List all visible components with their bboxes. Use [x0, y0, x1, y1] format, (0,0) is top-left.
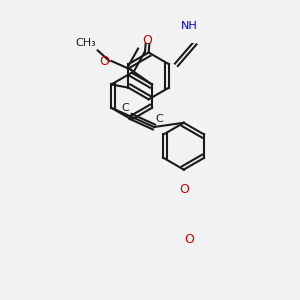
- Text: O: O: [142, 34, 152, 47]
- Text: C: C: [122, 103, 130, 113]
- Text: C: C: [155, 114, 163, 124]
- Text: NH: NH: [181, 21, 198, 31]
- Text: CH₃: CH₃: [76, 38, 97, 48]
- Text: O: O: [100, 55, 110, 68]
- Text: O: O: [184, 233, 194, 246]
- Text: O: O: [179, 183, 189, 196]
